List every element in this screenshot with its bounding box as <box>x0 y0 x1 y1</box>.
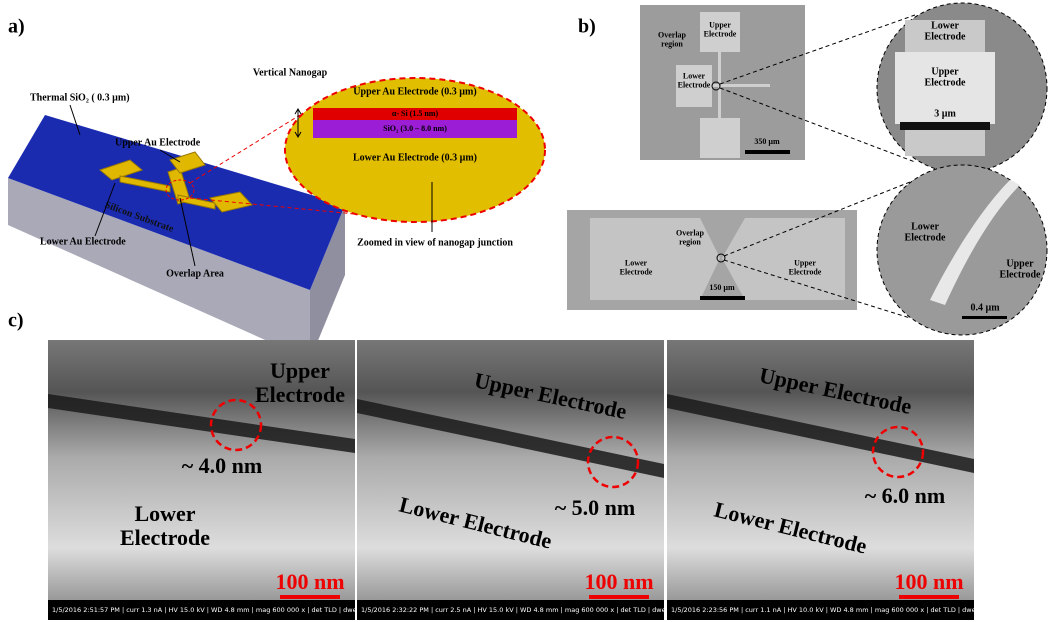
gap-label: ~ 4.0 nm <box>182 453 263 478</box>
layer-label: Upper Au Electrode (0.3 µm) <box>353 86 476 97</box>
info-text: 1/5/2016 2:23:56 PM | curr 1.1 nA | HV 1… <box>671 606 1061 614</box>
scale-label: 150 µm <box>709 283 735 292</box>
layer-label: Lower Au Electrode (0.3 µm) <box>353 152 477 163</box>
annotation: Zoomed in view of nanogap junction <box>357 237 513 248</box>
annotation: Overlap Area <box>166 268 224 279</box>
layer-label: α- Si (1.5 nm) <box>392 109 439 118</box>
annotation: Vertical Nanogap <box>253 67 328 78</box>
scale-bar <box>900 122 990 130</box>
scale-bar <box>962 316 1007 319</box>
scale-bar <box>899 595 959 599</box>
scale-label: 100 nm <box>894 569 963 594</box>
scale-label: 100 nm <box>584 569 653 594</box>
annotation: Thermal SiO₂ ( 0.3 µm) <box>30 92 130 103</box>
scale-bar <box>745 150 790 154</box>
annotation: Upper Au Electrode <box>115 137 201 148</box>
panel-label: b) <box>578 16 596 38</box>
panel-a: a) Upper Au Electrode (0.3 µm) α- Si (1.… <box>8 16 545 360</box>
zoom-ellipse <box>285 78 545 222</box>
gap-label: ~ 5.0 nm <box>555 495 636 520</box>
figure: a) Upper Au Electrode (0.3 µm) α- Si (1.… <box>0 0 1061 622</box>
pad <box>722 218 845 300</box>
annotation: Lower Au Electrode <box>40 236 126 247</box>
scale-label: 3 µm <box>934 108 956 119</box>
scale-bar <box>700 296 745 300</box>
scale-label: 350 µm <box>754 137 780 146</box>
scale-bar <box>589 595 649 599</box>
scale-bar <box>280 595 340 599</box>
panel-label: c) <box>8 310 24 332</box>
panel-label: a) <box>8 16 25 38</box>
layer-label: SiO₂ (3.0 – 8.0 nm) <box>383 124 447 133</box>
scale-label: 100 nm <box>275 569 344 594</box>
scale-label: 0.4 µm <box>970 302 1000 313</box>
gap-label: ~ 6.0 nm <box>865 483 946 508</box>
